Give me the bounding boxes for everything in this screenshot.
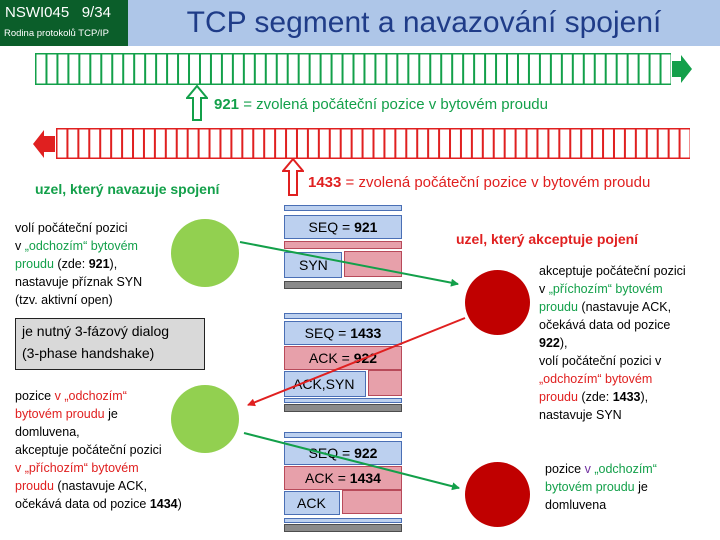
incoming-initial-seq: 1433 [308,174,342,191]
seq-field: SEQ = 921 [284,215,402,239]
segment-syn: SEQ = 921 SYN [284,205,402,289]
page-title: TCP segment a navazování spojení [186,6,662,39]
incoming-byte-stream [56,128,690,159]
slide-number: 9/34 [81,4,111,21]
outgoing-byte-stream [35,53,671,85]
initiator-node-1 [171,219,239,287]
acceptor-heading: uzel, který akceptuje pojení [456,231,639,247]
initiator-node-2 [171,385,239,453]
arrow-left-icon [33,130,55,158]
ack-field: ACK = 922 [284,346,402,370]
initiator-step3-text: pozice v „odchozím“ bytovém proudu je do… [15,389,182,511]
title-bar [128,0,720,46]
ack-field: ACK = 1434 [284,466,402,490]
incoming-caption: 1433 = zvolená počáteční pozice v bytové… [308,174,651,191]
ack-arrow [243,432,460,491]
handshake-note: je nutný 3-fázový dialog (3-phase handsh… [15,318,205,370]
flags-field: ACK [284,491,340,515]
seq-field: SEQ = 922 [284,441,402,465]
acceptor-node-2 [465,462,530,527]
acceptor-node-1 [465,270,530,335]
ack-syn-arrow [247,317,466,407]
segment-ack: SEQ = 922 ACK = 1434 ACK [284,432,402,537]
arrow-up-outline-icon [282,158,304,196]
syn-arrow [239,241,459,287]
outgoing-initial-seq: 921 [214,96,240,113]
outgoing-caption: 921 = zvolená počáteční pozice v bytovém… [214,96,548,113]
byte-cell [660,53,671,85]
initiator-heading: uzel, který navazuje spojení [35,181,220,197]
arrow-right-icon [672,55,692,83]
acceptor-step2-text: akceptuje počáteční pozici v „příchozím“… [539,264,686,422]
acceptor-step4-text: pozice v „odchozím“ bytovém proudu je do… [545,462,657,512]
flags-field: ACK,SYN [284,371,366,397]
course-badge: NSWI045 9/34 Rodina protokolů TCP/IP [0,0,128,46]
course-subtitle: Rodina protokolů TCP/IP [4,28,109,39]
initiator-step1-text: volí počáteční pozici v „odchozím“ bytov… [15,221,143,307]
byte-cell [679,128,690,159]
arrow-up-outline-icon [186,85,208,121]
seq-field: SEQ = 1433 [284,321,402,345]
segment-ack-syn: SEQ = 1433 ACK = 922 ACK,SYN [284,313,402,413]
course-code: NSWI045 9/34 [5,4,111,21]
